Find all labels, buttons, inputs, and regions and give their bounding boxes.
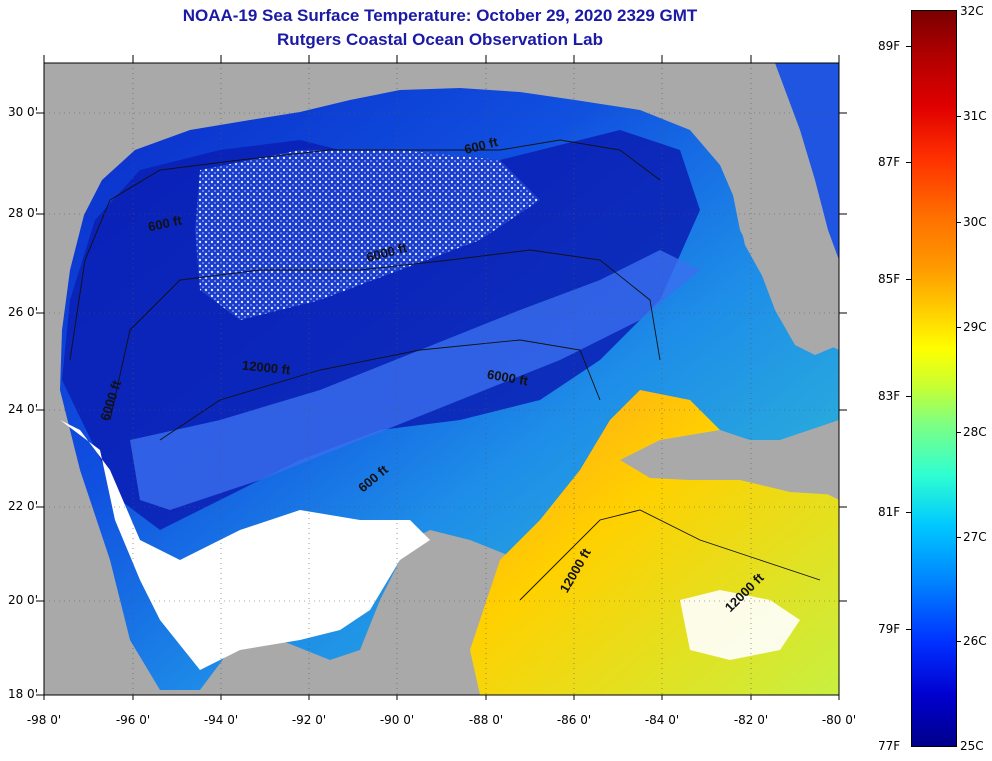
graticule	[44, 63, 839, 695]
lat-label: 20 0'	[7, 593, 38, 607]
yucatan-clouds	[60, 420, 430, 670]
lon-label: -86 0'	[556, 713, 592, 727]
lat-label: 28 0'	[7, 206, 38, 220]
celsius-label: 26C	[963, 634, 987, 648]
fahrenheit-label: 83F	[878, 389, 901, 403]
celsius-label: 30C	[963, 215, 987, 229]
celsius-label: 32C	[960, 4, 984, 18]
sst-map	[36, 55, 847, 700]
fahrenheit-label: 87F	[878, 155, 901, 169]
bathymetry-contours	[69, 139, 821, 601]
celsius-label: 29C	[963, 320, 987, 334]
lat-label: 24 0'	[7, 402, 38, 416]
celsius-label: 31C	[963, 109, 987, 123]
cuba	[620, 430, 839, 495]
celsius-label: 25C	[960, 739, 984, 753]
axis-ticks	[36, 55, 847, 700]
map-frame	[43, 62, 840, 696]
florida	[720, 85, 839, 355]
lon-label: -92 0'	[291, 713, 327, 727]
cuba-clouds	[680, 590, 800, 660]
lon-label: -84 0'	[644, 713, 680, 727]
celsius-label: 28C	[963, 425, 987, 439]
lat-label: 30 0'	[7, 105, 38, 119]
lat-label: 22 0'	[7, 499, 38, 513]
lon-label: -96 0'	[115, 713, 151, 727]
lon-label: -82 0'	[733, 713, 769, 727]
fahrenheit-label: 81F	[878, 505, 901, 519]
lon-label: -80 0'	[821, 713, 857, 727]
lon-label: -98 0'	[26, 713, 62, 727]
celsius-label: 27C	[963, 530, 987, 544]
light-band	[130, 250, 700, 510]
lat-label: 26 0'	[7, 305, 38, 319]
fahrenheit-label: 77F	[878, 739, 901, 753]
cloud-speckle	[195, 150, 540, 320]
fahrenheit-label: 85F	[878, 272, 901, 286]
map-subtitle: Rutgers Coastal Ocean Observation Lab	[277, 30, 603, 49]
fahrenheit-label: 79F	[878, 622, 901, 636]
lon-label: -94 0'	[203, 713, 239, 727]
fahrenheit-label: 89F	[878, 39, 901, 53]
lat-label: 18 0'	[7, 687, 38, 701]
temperature-colorbar	[911, 10, 957, 747]
atlantic-water	[775, 63, 839, 260]
lon-label: -90 0'	[379, 713, 415, 727]
map-title: NOAA-19 Sea Surface Temperature: October…	[182, 6, 698, 25]
lon-label: -88 0'	[468, 713, 504, 727]
